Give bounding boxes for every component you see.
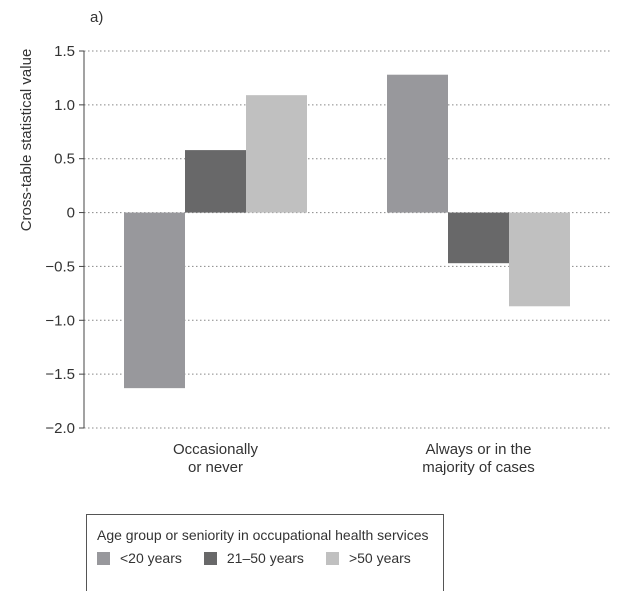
bars <box>124 74 570 389</box>
bar-2-1 <box>387 74 448 213</box>
legend-item-over-50: >50 years <box>325 550 411 566</box>
y-tick-label: 1.0 <box>54 97 75 114</box>
panel-label: a) <box>90 9 103 26</box>
y-axis: 1.5 1.0 0.5 0 −0.5 −1.0 −1.5 −2.0 <box>45 43 85 437</box>
legend-label-under-20: <20 years <box>120 550 182 566</box>
legend-items: <20 years 21–50 years >50 years <box>97 550 411 566</box>
legend-label-over-50: >50 years <box>348 550 411 566</box>
bar-2-3 <box>509 212 570 307</box>
y-tick-label: −2.0 <box>45 420 75 437</box>
y-tick-label: 0.5 <box>54 151 75 168</box>
legend-swatch-over-50 <box>325 551 339 565</box>
bar-1-3 <box>246 95 307 213</box>
category-label-1: Occasionally or never <box>173 441 259 476</box>
y-tick-label: −1.5 <box>45 366 75 383</box>
y-tick-label: −0.5 <box>45 258 75 275</box>
legend-label-21-50: 21–50 years <box>226 550 304 566</box>
y-tick-label: 0 <box>67 205 75 222</box>
y-tick-label: −1.0 <box>45 312 75 329</box>
legend: Age group or seniority in occupational h… <box>86 514 444 591</box>
category-labels: Occasionally or never Always or in the majo… <box>173 441 535 476</box>
legend-swatch-under-20 <box>97 551 110 565</box>
y-axis-title: Cross-table statistical value <box>18 49 35 232</box>
legend-item-under-20: <20 years <box>97 550 182 566</box>
category-label-2: Always or in the majority of cases <box>422 441 535 476</box>
legend-item-21-50: 21–50 years <box>203 550 304 566</box>
y-tick-label: 1.5 <box>54 43 75 60</box>
legend-swatch-21-50 <box>203 551 217 565</box>
bar-2-2 <box>448 212 509 264</box>
legend-title: Age group or seniority in occupational h… <box>97 527 429 543</box>
bar-1-2 <box>185 150 246 213</box>
bar-1-1 <box>124 212 185 389</box>
